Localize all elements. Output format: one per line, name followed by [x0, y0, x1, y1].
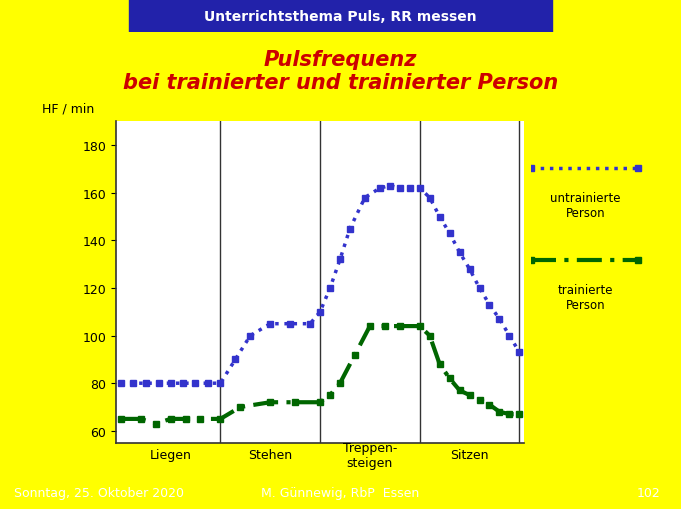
- Text: Pulsfrequenz
bei trainierter und trainierter Person: Pulsfrequenz bei trainierter und trainie…: [123, 50, 558, 93]
- Text: Unterrichtsthema Puls, RR messen: Unterrichtsthema Puls, RR messen: [204, 10, 477, 23]
- Text: Sonntag, 25. Oktober 2020: Sonntag, 25. Oktober 2020: [14, 486, 184, 499]
- Text: Sitzen: Sitzen: [450, 448, 489, 461]
- Text: Stehen: Stehen: [248, 448, 292, 461]
- Text: untrainierte
Person: untrainierte Person: [550, 191, 621, 219]
- Text: 102: 102: [637, 486, 661, 499]
- Text: M. Günnewig, RbP  Essen: M. Günnewig, RbP Essen: [262, 486, 419, 499]
- Text: trainierte
Person: trainierte Person: [558, 283, 614, 311]
- Bar: [129, 0, 552, 33]
- Text: HF / min: HF / min: [42, 103, 95, 116]
- Text: Treppen-
steigen: Treppen- steigen: [343, 441, 397, 469]
- Text: Liegen: Liegen: [150, 448, 191, 461]
